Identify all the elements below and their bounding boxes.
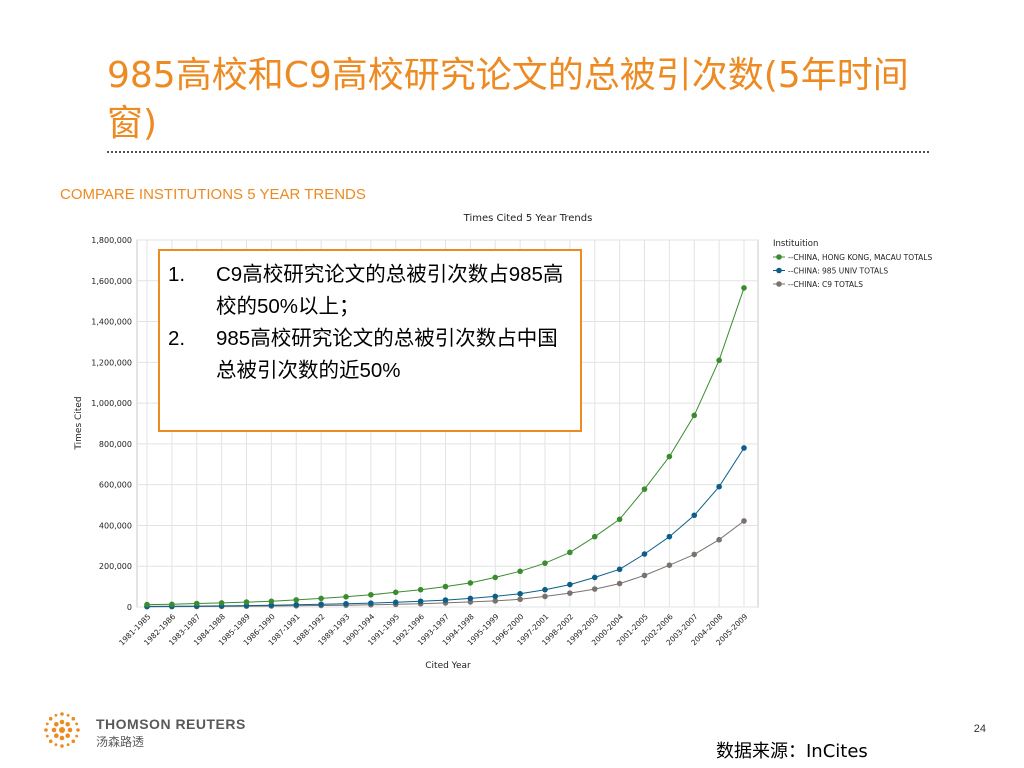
- callout-number: 2.: [168, 327, 186, 350]
- page-number: 24: [973, 723, 986, 735]
- data-point: [392, 589, 399, 596]
- thomson-reuters-logo: THOMSON REUTERS 汤森路透: [40, 708, 260, 752]
- data-point: [268, 602, 275, 608]
- legend-label: --CHINA: C9 TOTALS: [788, 280, 863, 289]
- data-point: [741, 518, 747, 524]
- logo-name: THOMSON REUTERS: [96, 716, 246, 732]
- y-tick-label: 600,000: [99, 481, 132, 490]
- data-point: [517, 596, 523, 603]
- data-point: [218, 600, 225, 606]
- data-point: [442, 597, 449, 603]
- y-axis-label: Times Cited: [74, 396, 84, 450]
- y-tick-label: 1,200,000: [91, 358, 132, 367]
- data-point: [517, 590, 523, 597]
- legend-swatch-marker: [776, 254, 782, 260]
- callout-item: 1. C9高校研究论文的总被引次数占985高校的50%以上；: [168, 259, 570, 323]
- y-tick-label: 200,000: [99, 562, 132, 571]
- data-point: [318, 595, 324, 602]
- data-point: [691, 551, 698, 558]
- data-point: [318, 601, 324, 608]
- data-point: [243, 599, 250, 605]
- data-point: [716, 536, 722, 543]
- data-point: [542, 593, 548, 600]
- data-point: [666, 453, 673, 460]
- data-point: [741, 285, 747, 291]
- data-point: [542, 586, 548, 593]
- data-point: [467, 595, 474, 602]
- data-point: [716, 483, 722, 490]
- callout-number: 1.: [168, 263, 186, 286]
- data-point: [691, 412, 698, 419]
- data-point: [193, 600, 200, 607]
- data-point: [616, 580, 623, 587]
- data-point: [517, 568, 523, 575]
- data-point: [666, 562, 673, 569]
- y-tick-label: 800,000: [99, 440, 132, 449]
- data-point: [567, 590, 573, 596]
- data-point: [492, 574, 499, 581]
- chart-title: Times Cited 5 Year Trends: [463, 213, 593, 224]
- data-point: [467, 580, 474, 586]
- y-tick-label: 1,400,000: [91, 318, 132, 327]
- logo-subtitle: 汤森路透: [96, 735, 145, 749]
- data-point: [392, 599, 399, 606]
- data-point: [716, 357, 722, 364]
- x-axis-label: Cited Year: [425, 661, 471, 671]
- data-point: [591, 574, 598, 581]
- y-tick-label: 1,800,000: [91, 236, 132, 245]
- callout-item: 2. 985高校研究论文的总被引次数占中国总被引次数的近50%: [168, 323, 570, 387]
- data-point: [641, 486, 648, 492]
- y-tick-label: 400,000: [99, 521, 132, 530]
- data-point: [343, 600, 349, 607]
- data-point: [293, 601, 300, 608]
- data-point: [417, 586, 424, 593]
- data-point: [691, 512, 698, 519]
- legend-swatch-marker: [776, 281, 782, 287]
- data-point: [492, 598, 499, 604]
- data-point: [268, 598, 275, 605]
- data-point: [144, 601, 150, 608]
- legend-label: --CHINA, HONG KONG, MACAU TOTALS: [788, 253, 932, 262]
- callout-text: 985高校研究论文的总被引次数占中国总被引次数的近50%: [216, 327, 558, 382]
- data-point: [641, 572, 648, 579]
- data-point: [741, 445, 747, 451]
- y-tick-label: 0: [127, 603, 132, 612]
- data-point: [567, 549, 573, 556]
- data-point: [343, 594, 349, 600]
- legend-swatch-marker: [776, 267, 782, 274]
- data-point: [492, 593, 499, 600]
- data-point: [542, 560, 548, 566]
- data-point: [616, 516, 623, 523]
- title-divider: [107, 151, 929, 153]
- data-point: [641, 551, 648, 557]
- data-point: [567, 581, 573, 588]
- callout-box: 1. C9高校研究论文的总被引次数占985高校的50%以上； 2. 985高校研…: [158, 249, 582, 432]
- slide-title: 985高校和C9高校研究论文的总被引次数(5年时间窗): [107, 55, 909, 144]
- y-tick-label: 1,600,000: [91, 277, 132, 286]
- data-point: [169, 601, 175, 608]
- data-point: [293, 597, 300, 603]
- data-point: [368, 591, 374, 598]
- logo-icon: [44, 712, 80, 748]
- data-point: [417, 598, 424, 605]
- data-point: [442, 583, 449, 590]
- y-tick-label: 1,000,000: [91, 399, 132, 408]
- data-source-note: 数据来源：InCites: [716, 741, 868, 762]
- callout-text: C9高校研究论文的总被引次数占985高校的50%以上；: [216, 263, 564, 318]
- data-point: [666, 533, 673, 540]
- data-point: [368, 600, 374, 606]
- section-heading: COMPARE INSTITUTIONS 5 YEAR TRENDS: [60, 186, 366, 203]
- data-point: [591, 533, 598, 540]
- data-point: [616, 566, 623, 573]
- legend-title: Instituition: [773, 239, 818, 249]
- legend-label: --CHINA: 985 UNIV TOTALS: [788, 267, 888, 276]
- data-point: [591, 586, 598, 592]
